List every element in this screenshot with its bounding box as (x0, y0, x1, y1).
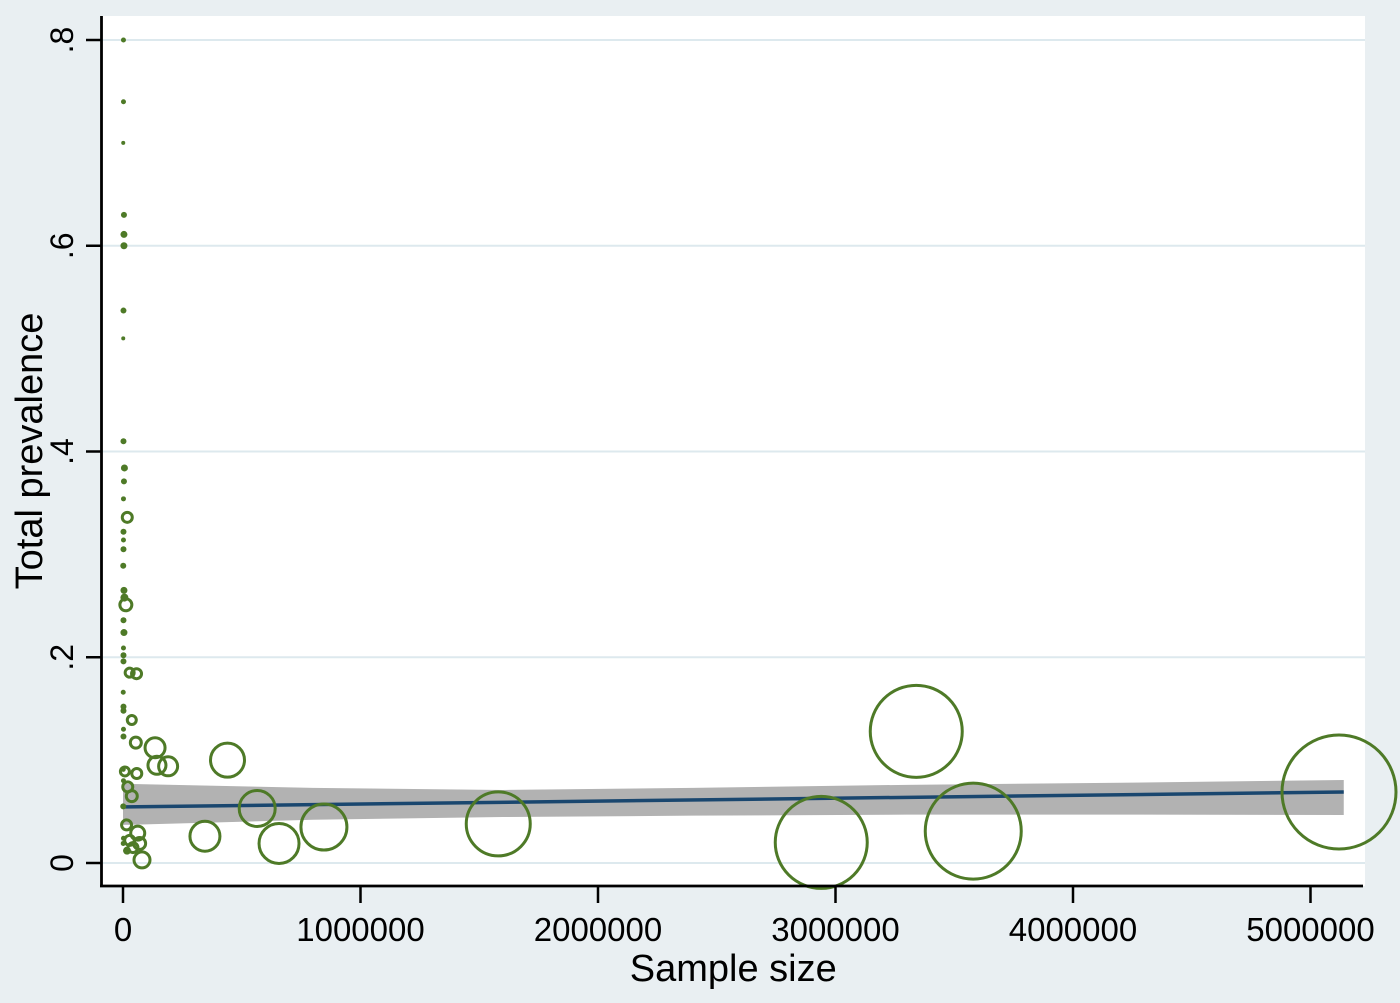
study-bubble (132, 850, 152, 870)
study-bubble (120, 211, 127, 218)
study-bubble (120, 242, 128, 250)
study-bubble (120, 546, 127, 553)
study-bubble (120, 528, 127, 535)
study-bubble (125, 714, 138, 727)
study-bubble (188, 819, 222, 853)
study-bubble (157, 755, 180, 778)
study-bubble (120, 840, 126, 846)
study-bubble (257, 821, 301, 865)
study-bubble (120, 537, 126, 543)
x-tick-label-3000000: 3000000 (771, 911, 899, 948)
study-bubble (120, 586, 128, 594)
study-bubble (120, 703, 127, 710)
study-bubble (118, 765, 131, 778)
confidence-band (123, 779, 1344, 825)
study-bubble (124, 789, 139, 804)
study-bubble (120, 510, 134, 524)
study-bubble (299, 802, 349, 852)
y-tick-label-0: 0 (44, 854, 80, 872)
study-bubble (130, 667, 144, 681)
y-tick-label-.2: .2 (44, 644, 80, 671)
study-bubble (120, 629, 128, 637)
study-bubble (120, 803, 127, 810)
study-bubble (120, 562, 127, 569)
study-bubble (120, 99, 126, 105)
x-tick-label-1000000: 1000000 (296, 911, 424, 948)
study-bubble (120, 307, 127, 314)
y-tick-label-.4: .4 (44, 438, 80, 465)
study-bubble (120, 230, 128, 238)
study-bubble (464, 790, 532, 858)
study-bubble (120, 617, 127, 624)
y-axis-title: Total prevalence (9, 313, 51, 590)
study-bubble (209, 741, 246, 779)
study-bubble (237, 788, 277, 828)
study-bubble (923, 781, 1023, 881)
study-bubble (120, 37, 126, 43)
x-tick-label-5000000: 5000000 (1246, 911, 1374, 948)
study-bubble (121, 140, 126, 145)
study-bubble (120, 818, 134, 832)
study-bubbles (118, 37, 1398, 890)
study-bubble (120, 645, 126, 651)
study-bubble (118, 597, 134, 613)
x-tick-label-4000000: 4000000 (1009, 911, 1137, 948)
study-bubble (120, 652, 127, 659)
y-tick-label-.8: .8 (44, 27, 80, 54)
study-bubble (120, 438, 127, 445)
study-bubble (123, 846, 132, 855)
study-bubble (120, 726, 126, 732)
study-bubble (773, 794, 869, 890)
study-bubble (128, 735, 143, 750)
study-bubble (120, 464, 128, 472)
study-bubble (146, 754, 168, 776)
x-axis-title: Sample size (630, 948, 837, 990)
study-bubble (120, 496, 126, 502)
study-bubble (129, 824, 147, 842)
study-bubble (1280, 733, 1398, 851)
study-bubble (120, 707, 127, 714)
x-tick-label-2000000: 2000000 (534, 911, 662, 948)
study-bubble (868, 683, 964, 779)
study-bubble (120, 733, 127, 740)
x-tick-label-0: 0 (114, 911, 132, 948)
study-bubble (130, 766, 144, 780)
study-bubble (120, 689, 126, 695)
study-bubble (120, 478, 127, 485)
study-bubble (123, 666, 136, 679)
y-tick-label-.6: .6 (44, 232, 80, 259)
study-bubble (121, 336, 126, 341)
study-bubble (120, 658, 127, 665)
